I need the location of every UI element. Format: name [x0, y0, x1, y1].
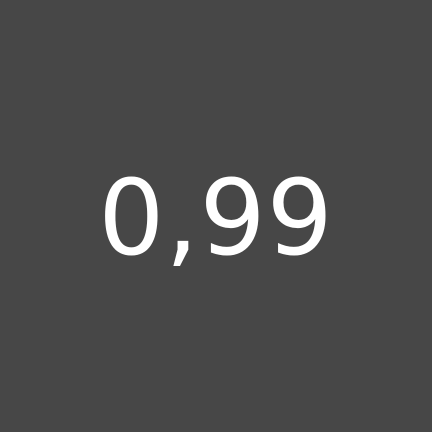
- value-display: 0,99: [98, 157, 334, 279]
